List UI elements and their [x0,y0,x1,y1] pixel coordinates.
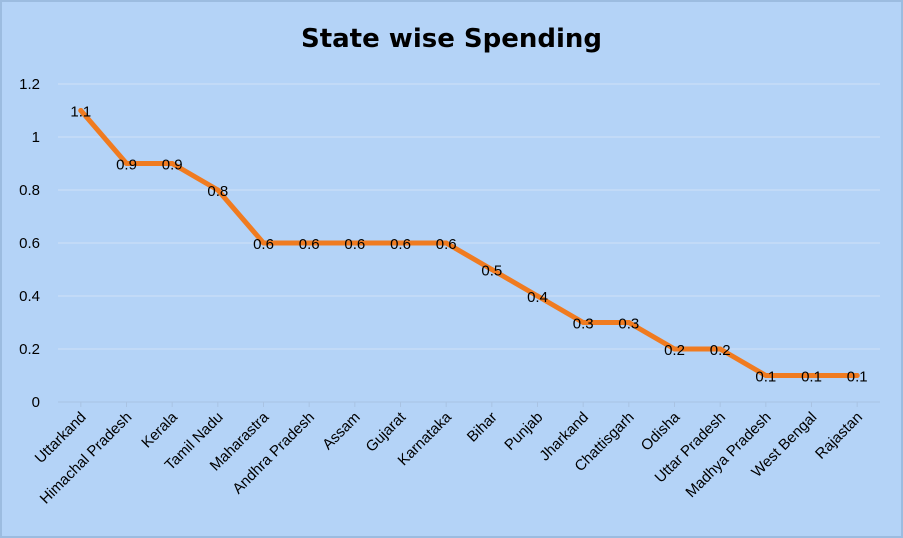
data-point [78,108,84,113]
data-label: 0.2 [664,342,685,359]
data-label: 0.6 [344,236,365,253]
data-label: 0.1 [801,369,822,386]
data-point [443,240,449,246]
data-point [672,346,677,352]
data-point [580,320,586,325]
x-tick-label: Kerala [138,408,181,451]
data-point [261,240,266,246]
data-label: 0.3 [573,316,594,333]
data-label: 0.5 [481,263,502,280]
data-label: 0.8 [207,183,228,200]
data-point [717,346,723,352]
data-point [763,373,769,378]
data-label: 0.3 [618,316,639,333]
x-tick-label: Andhra Pradesh [229,409,318,498]
x-tick-label: Bihar [464,409,501,446]
data-point [169,161,175,166]
y-tick-label: 0 [32,394,40,411]
x-tick-label: Assam [319,409,363,453]
data-label: 0.6 [299,236,320,253]
data-label: 0.9 [162,157,183,174]
data-point [398,240,403,246]
chart-title: State wise Spending [300,24,603,54]
data-point [809,373,814,378]
y-tick-label: 0.6 [19,235,40,252]
y-tick-label: 1 [32,129,40,146]
y-axis: 0 0.2 0.4 0.6 0.8 1 1.2 [19,76,40,411]
data-labels: 1.1 0.9 0.9 0.8 0.6 0.6 0.6 0.6 0.6 0.5 0.4 0.3 0.3 0… [70,104,867,386]
data-label: 0.6 [253,236,274,253]
data-point [489,267,495,272]
data-point [352,240,358,246]
data-label: 0.2 [710,342,731,359]
data-label: 1.1 [70,104,91,121]
data-point [306,240,312,246]
y-tick-label: 0.2 [19,341,40,358]
y-tick-label: 1.2 [19,76,40,93]
data-point [626,320,632,325]
data-label: 0.1 [847,369,868,386]
data-point [215,187,221,193]
data-point [854,373,860,378]
y-tick-label: 0.8 [19,182,40,199]
data-label: 0.9 [116,157,137,174]
data-label: 0.6 [436,236,457,253]
data-label: 0.4 [527,289,548,306]
data-label: 0.1 [755,369,776,386]
y-tick-label: 0.4 [19,288,40,305]
data-label: 0.6 [390,236,411,253]
series-line [78,108,860,378]
series-group [78,108,860,378]
data-point [124,161,129,166]
x-tick-label: Rajastan [812,409,866,463]
gridlines [58,83,880,403]
x-tick-label: Punjab [501,409,546,454]
data-point [535,293,540,299]
